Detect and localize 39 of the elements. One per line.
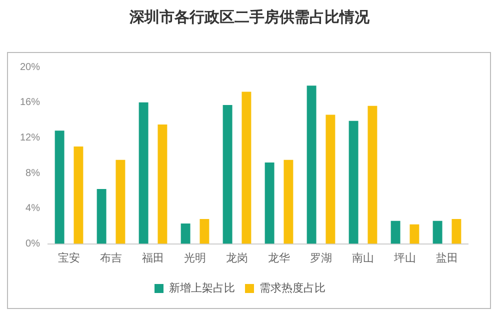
bar: [410, 224, 420, 244]
x-tick-label: 龙华: [268, 251, 290, 264]
bar: [390, 220, 400, 244]
bar: [284, 160, 294, 244]
x-tick-label: 南山: [352, 251, 374, 264]
x-tick-label: 盐田: [436, 251, 458, 264]
bar: [74, 146, 84, 244]
chart-title: 深圳市各行政区二手房供需占比情况: [128, 8, 370, 27]
x-tick-label: 福田: [142, 251, 164, 264]
legend-label: 需求热度占比: [260, 282, 326, 295]
x-tick-label: 龙岗: [226, 251, 248, 264]
bar: [158, 124, 168, 244]
bar: [432, 220, 442, 244]
y-tick-label: 12%: [20, 132, 40, 144]
bar: [222, 105, 232, 244]
bar: [242, 92, 252, 244]
bar: [368, 106, 378, 244]
y-tick-label: 16%: [20, 97, 40, 108]
bar: [54, 130, 64, 244]
y-tick-label: 8%: [26, 168, 40, 179]
y-tick-label: 4%: [26, 203, 40, 214]
bar: [306, 86, 316, 244]
bar: [264, 162, 274, 244]
bar: [116, 160, 126, 244]
x-tick-label: 布吉: [100, 251, 122, 264]
bar: [326, 114, 336, 244]
bar: [452, 219, 462, 244]
bar: [180, 223, 190, 244]
bar: [138, 102, 148, 244]
y-tick-label: 20%: [20, 62, 40, 73]
legend-label: 新增上架占比: [169, 282, 235, 295]
y-tick-label: 0%: [26, 238, 40, 250]
bar: [96, 188, 106, 244]
bar: [348, 120, 358, 244]
x-tick-label: 罗湖: [310, 252, 332, 264]
x-tick-label: 坪山: [393, 251, 416, 264]
x-tick-label: 光明: [184, 251, 206, 264]
x-tick-label: 宝安: [58, 251, 80, 264]
bar: [200, 219, 210, 244]
